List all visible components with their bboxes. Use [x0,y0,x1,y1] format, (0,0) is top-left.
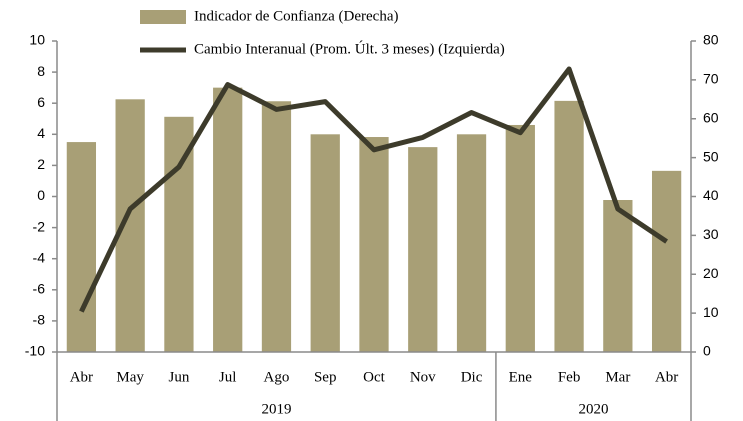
y2-tick-label: 80 [703,32,719,48]
y2-tick-label: 0 [703,343,711,359]
x-tick-label: Feb [558,369,581,385]
group-label: 2020 [578,401,608,417]
y-tick-label: 4 [37,125,45,141]
bar [505,124,535,352]
x-tick-label: Sep [314,369,337,385]
y-tick-label: -8 [33,312,46,328]
x-tick-label: Dic [461,369,483,385]
y2-tick-label: 40 [703,187,719,203]
y2-tick-label: 70 [703,71,719,87]
x-tick-label: Ago [264,369,290,385]
bar [164,116,194,353]
y-tick-label: 10 [29,32,45,48]
x-tick-label: Abr [70,369,93,385]
bar [456,134,487,352]
y-tick-label: 8 [37,63,45,79]
y-tick-label: -2 [33,218,46,234]
bar [261,101,292,352]
bar [359,137,389,352]
legend-swatch [140,10,186,24]
bar [554,100,584,353]
y-tick-label: -6 [33,281,46,297]
bar [408,147,438,352]
bar [651,170,682,352]
x-tick-label: Mar [605,369,630,385]
y-tick-label: 2 [37,156,45,172]
y2-tick-label: 10 [703,304,719,320]
x-tick-label: Jul [219,369,237,385]
y2-tick-label: 50 [703,148,719,164]
bar [66,142,97,352]
x-tick-label: May [116,369,144,385]
y-tick-label: 0 [37,187,45,203]
x-tick-label: Nov [410,369,436,385]
bar [213,87,243,353]
y-tick-label: -4 [33,249,46,265]
x-tick-label: Abr [655,369,678,385]
bar [603,199,633,352]
y2-tick-label: 20 [703,265,719,281]
y2-tick-label: 60 [703,109,719,125]
y-tick-label: 6 [37,94,45,110]
legend-label: Cambio Interanual (Prom. Últ. 3 meses) (… [194,40,505,57]
x-tick-label: Ene [509,369,533,385]
legend-label: Indicador de Confianza (Derecha) [194,8,398,24]
group-label: 2019 [261,401,291,417]
line [79,66,669,313]
y2-tick-label: 30 [703,226,719,242]
bar [310,134,340,352]
x-tick-label: Jun [169,369,190,385]
y-tick-label: -10 [25,343,45,359]
x-tick-label: Oct [363,369,385,385]
